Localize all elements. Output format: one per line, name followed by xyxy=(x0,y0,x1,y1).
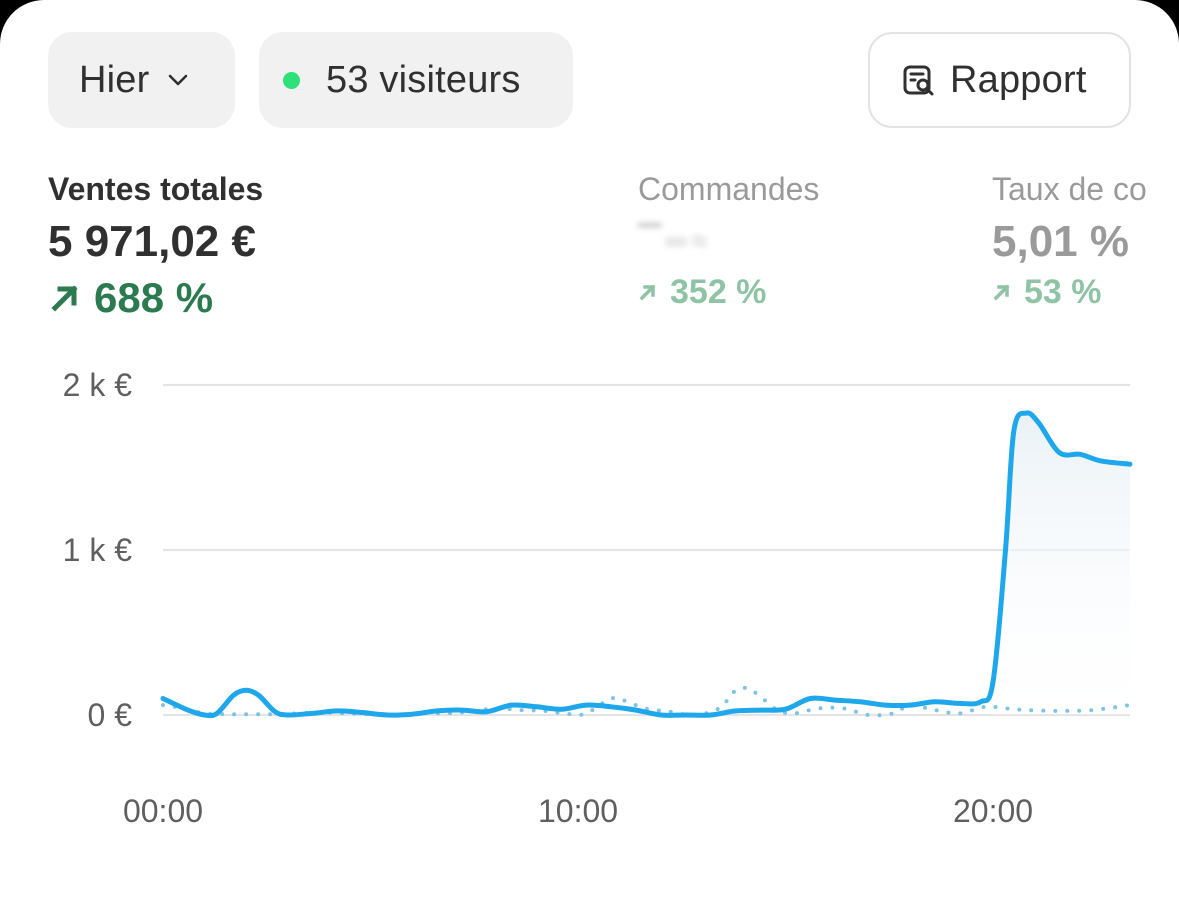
report-label: Rapport xyxy=(950,58,1087,101)
y-tick-label: 0 € xyxy=(88,697,133,733)
x-tick-label: 10:00 xyxy=(538,793,618,829)
metric-label: Taux de co xyxy=(992,171,1147,207)
metric-label: Ventes totales xyxy=(48,171,264,207)
metric-conversion-rate[interactable]: Taux de co 5,01 % 53 % xyxy=(992,168,1147,312)
x-tick-label: 20:00 xyxy=(953,793,1033,829)
metric-change-value: 352 % xyxy=(670,272,767,311)
metric-value: 5 971,02 € xyxy=(48,217,256,266)
report-button[interactable]: Rapport xyxy=(868,32,1131,128)
metric-label: Commandes xyxy=(638,171,820,207)
date-range-label: Hier xyxy=(79,58,150,101)
y-tick-label: 2 k € xyxy=(63,367,133,403)
report-search-icon xyxy=(903,65,934,96)
trend-up-arrow-icon xyxy=(993,284,1010,301)
sales-line-chart[interactable]: 0 € 1 k € 2 k € 00:00 10:00 20:00 xyxy=(0,340,1179,868)
x-tick-label: 00:00 xyxy=(123,793,203,829)
metric-value-redacted: ▔ ═ ≈ xyxy=(638,225,707,258)
metric-change: 352 % xyxy=(638,272,819,312)
metric-change: 688 % xyxy=(48,272,263,324)
series-area-fill xyxy=(993,412,1130,715)
metric-value: 5,01 % xyxy=(992,217,1129,266)
metric-change: 53 % xyxy=(992,272,1147,312)
metric-change-value: 53 % xyxy=(1024,272,1102,311)
metric-orders[interactable]: Commandes ▔ ═ ≈ 352 % xyxy=(638,168,819,312)
metric-total-sales[interactable]: Ventes totales 5 971,02 € 688 % xyxy=(48,168,263,324)
y-tick-label: 1 k € xyxy=(63,532,133,568)
live-visitors-label: 53 visiteurs xyxy=(326,58,521,101)
live-visitors-button[interactable]: 53 visiteurs xyxy=(259,32,573,128)
live-indicator-dot-icon xyxy=(283,71,300,89)
trend-up-arrow-icon xyxy=(639,284,656,301)
chevron-down-icon xyxy=(169,74,188,86)
date-range-selector[interactable]: Hier xyxy=(48,32,235,128)
series-current-line[interactable] xyxy=(160,410,1133,719)
trend-up-arrow-icon xyxy=(51,285,78,312)
series-previous-period-line[interactable] xyxy=(161,685,1132,718)
metric-change-value: 688 % xyxy=(94,274,214,321)
